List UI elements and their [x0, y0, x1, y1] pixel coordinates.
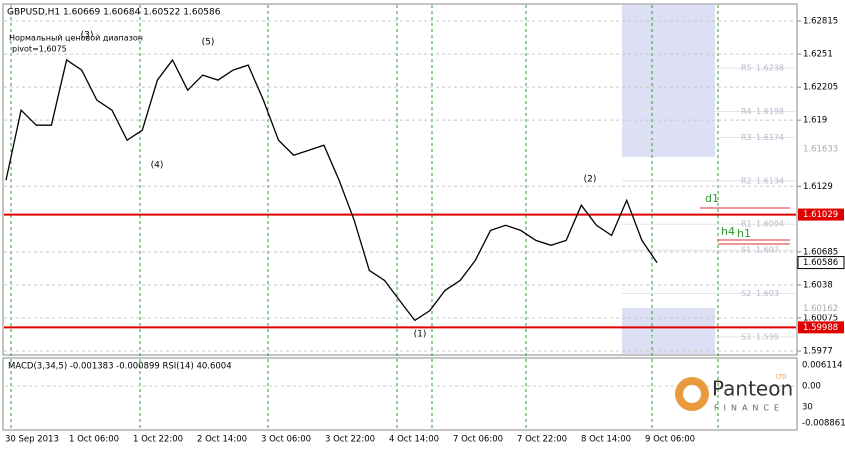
wave-label: (3) [81, 31, 94, 41]
pivot-name: R1 [741, 220, 752, 229]
x-tick-label: 1 Oct 22:00 [133, 435, 183, 445]
indicator-label: MACD(3,34,5) -0.001383 -0.000899 RSI(14)… [8, 362, 232, 372]
x-tick-label: 30 Sep 2013 [5, 435, 59, 445]
x-tick-label: 8 Oct 14:00 [581, 435, 631, 445]
x-tick-label: 3 Oct 06:00 [261, 435, 311, 445]
x-tick-label: 7 Oct 06:00 [453, 435, 503, 445]
y-tick-label: 1.60685 [803, 247, 838, 257]
y-tick-label: 1.619 [803, 116, 827, 126]
wave-label: (5) [202, 38, 215, 48]
pivot-value: 1.6134 [756, 176, 784, 185]
range-note: Нормальный ценовой диапазон [9, 34, 143, 43]
x-tick-label: 2 Oct 14:00 [197, 435, 247, 445]
y-tick-label: 1.60075 [803, 313, 838, 323]
pivot-name: S2 [741, 289, 751, 298]
price-tag [798, 143, 844, 156]
wave-label: (1) [414, 330, 427, 340]
level-label: 1.61029 [803, 210, 838, 220]
symbol-line: GBPUSD,H1 1.60669 1.60684 1.60522 1.6058… [7, 8, 221, 18]
pivot-value: 1.6094 [756, 220, 784, 229]
wave-label: (4) [151, 161, 164, 171]
forecast-label: d1 [705, 192, 719, 205]
y-tick-label: 1.62815 [803, 17, 838, 27]
indicator-tick: 0.00 [802, 382, 821, 392]
forecast-label: h4 [721, 225, 735, 238]
price-tag [798, 302, 844, 315]
pivot-name: R2 [741, 176, 752, 185]
pivot-name: R4 [741, 107, 752, 116]
y-tick-label: 1.6038 [803, 280, 833, 290]
y-tick-label: 1.62205 [803, 83, 838, 93]
logo-sub: FINANCE [714, 404, 784, 413]
pivot-name: R5 [741, 64, 752, 73]
pivot-name: S3 [741, 332, 751, 341]
y-tick-label: 1.6129 [803, 182, 833, 192]
main-frame [2, 3, 798, 356]
wave-label: (2) [584, 175, 597, 185]
current-price-label: 1.60586 [803, 258, 838, 268]
x-tick-label: 7 Oct 22:00 [517, 435, 567, 445]
x-tick-label: 3 Oct 22:00 [325, 435, 375, 445]
pivot-value: 1.603 [756, 289, 779, 298]
price-tag-label: 1.61633 [803, 145, 838, 155]
x-tick-label: 9 Oct 06:00 [645, 435, 695, 445]
price-tag-label: 1.60162 [803, 304, 838, 314]
logo-name: Panteon [712, 377, 793, 401]
x-tick-label: 1 Oct 06:00 [69, 435, 119, 445]
y-tick-label: 1.6251 [803, 50, 833, 60]
pivot-name: S1 [741, 246, 751, 255]
current-price-tag [797, 256, 845, 270]
indicator-frame [2, 357, 798, 431]
forecast-label: h1 [737, 227, 751, 240]
pivot-value: 1.607 [756, 246, 779, 255]
day-separators [10, 5, 719, 430]
indicator-tick: 0.006114 [802, 361, 843, 371]
x-tick-label: 4 Oct 14:00 [389, 435, 439, 445]
level-tag [798, 208, 844, 221]
y-tick-label: 1.5977 [803, 346, 833, 356]
forecast-zone [622, 308, 715, 354]
logo-ltd: LTD [776, 374, 787, 381]
pivot-name: R3 [741, 133, 752, 142]
pivot-note: pivot=1,6075 [12, 45, 67, 54]
logo-icon [683, 385, 701, 403]
pivot-value: 1.6174 [756, 133, 784, 142]
indicator-tick: -0.008861 [802, 419, 845, 429]
level-label: 1.59988 [803, 323, 838, 333]
pivot-value: 1.6238 [756, 64, 784, 73]
logo: Panteon FINANCE LTD [675, 374, 793, 413]
plot: 1.628151.62511.622051.6191.61291.606851.… [4, 17, 845, 445]
pivot-value: 1.6198 [756, 107, 784, 116]
level-tag [798, 321, 844, 334]
indicator-tick: 30 [802, 403, 813, 413]
forecast-zone [622, 5, 715, 157]
price-line [5, 58, 658, 322]
pivot-value: 1.599 [756, 332, 779, 341]
